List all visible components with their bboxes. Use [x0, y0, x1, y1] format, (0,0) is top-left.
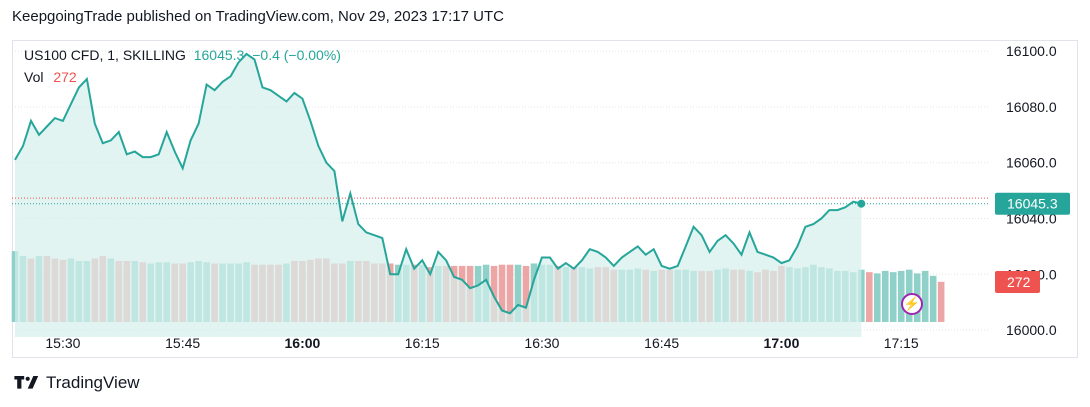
x-tick-label: 15:45 — [165, 335, 200, 351]
y-tick-label: 16060.0 — [1006, 155, 1057, 171]
publisher-header: KeepgoingTrade published on TradingView.… — [12, 8, 504, 25]
brand-name: TradingView — [46, 373, 140, 392]
x-tick-label: 17:15 — [884, 335, 919, 351]
x-tick-label: 16:00 — [285, 335, 321, 351]
y-tick-label: 16000.0 — [1006, 322, 1057, 338]
volume-bar — [490, 265, 498, 322]
last-volume-badge — [995, 271, 1040, 293]
x-tick-label: 16:30 — [524, 335, 559, 351]
x-tick-label: 17:00 — [764, 335, 800, 351]
last-price-value: 16045.3 — [193, 47, 245, 63]
brand-footer: TradingView — [14, 373, 140, 393]
last-price-dot — [857, 199, 866, 208]
last-volume-badge-label: 272 — [1007, 274, 1031, 290]
lightning-icon[interactable]: ⚡ — [901, 293, 923, 315]
volume-bar — [929, 275, 937, 322]
volume-value: 272 — [53, 69, 77, 85]
volume-bar — [873, 273, 881, 322]
volume-bar — [514, 264, 522, 322]
y-tick-label: 16080.0 — [1006, 99, 1057, 115]
volume-bar — [921, 270, 929, 322]
volume-bar — [858, 269, 865, 322]
x-tick-label: 15:30 — [45, 335, 80, 351]
tradingview-logo-icon — [14, 376, 39, 389]
volume-bar — [506, 264, 514, 322]
y-tick-label: 16100.0 — [1006, 43, 1057, 59]
symbol-label: US100 CFD, 1, SKILLING — [24, 47, 186, 63]
price-line — [14, 52, 862, 315]
time-axis: 15:30 15:45 16:00 16:15 16:30 16:45 17:00 17:15 — [45, 335, 919, 351]
volume-bar — [889, 272, 897, 322]
volume-bar — [865, 272, 873, 322]
volume-legend[interactable]: Vol 272 — [24, 69, 77, 85]
x-tick-label: 16:15 — [405, 335, 440, 351]
volume-bar — [498, 264, 506, 322]
price-area-fill — [15, 53, 862, 338]
price-axis: 16000.016020.016040.016060.016080.016100… — [1006, 43, 1057, 338]
last-price-badge-label: 16045.3 — [1007, 196, 1058, 212]
price-change: −0.4 (−0.00%) — [252, 47, 341, 63]
last-price-badge — [995, 192, 1070, 215]
volume-bar — [897, 270, 905, 322]
axis-badges: 16045.3 272 — [995, 192, 1070, 293]
volume-bar — [522, 265, 530, 322]
chart-frame — [12, 40, 1078, 358]
volume-bar — [937, 281, 945, 322]
volume-bar — [881, 270, 889, 322]
series-legend[interactable]: US100 CFD, 1, SKILLING 16045.3 −0.4 (−0.… — [24, 47, 341, 63]
x-tick-label: 16:45 — [644, 335, 679, 351]
volume-label: Vol — [24, 69, 44, 85]
